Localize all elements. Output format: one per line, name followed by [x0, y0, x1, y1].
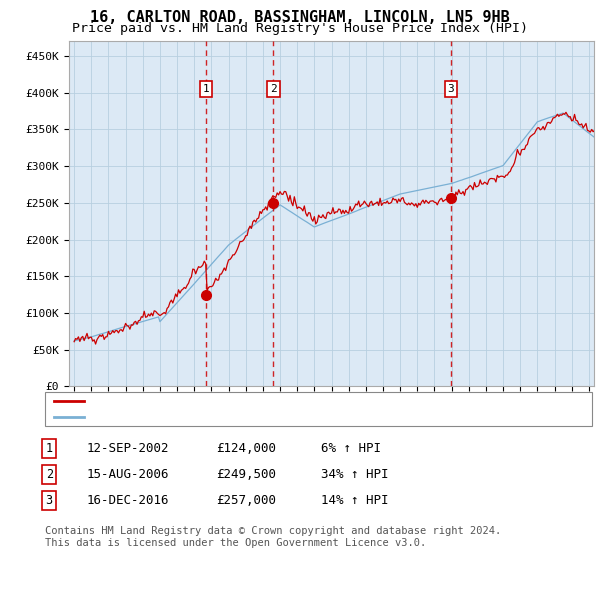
Text: 3: 3 — [46, 494, 53, 507]
Text: 2: 2 — [46, 468, 53, 481]
Text: £257,000: £257,000 — [216, 494, 276, 507]
Text: 2: 2 — [270, 84, 277, 94]
Text: 3: 3 — [448, 84, 454, 94]
Text: Contains HM Land Registry data © Crown copyright and database right 2024.: Contains HM Land Registry data © Crown c… — [45, 526, 501, 536]
Text: £124,000: £124,000 — [216, 442, 276, 455]
Text: 1: 1 — [203, 84, 209, 94]
Text: 12-SEP-2002: 12-SEP-2002 — [87, 442, 170, 455]
Text: 34% ↑ HPI: 34% ↑ HPI — [321, 468, 389, 481]
Text: £249,500: £249,500 — [216, 468, 276, 481]
Text: 16-DEC-2016: 16-DEC-2016 — [87, 494, 170, 507]
Text: 14% ↑ HPI: 14% ↑ HPI — [321, 494, 389, 507]
Text: 1: 1 — [46, 442, 53, 455]
Text: 15-AUG-2006: 15-AUG-2006 — [87, 468, 170, 481]
Text: Price paid vs. HM Land Registry's House Price Index (HPI): Price paid vs. HM Land Registry's House … — [72, 22, 528, 35]
Text: 6% ↑ HPI: 6% ↑ HPI — [321, 442, 381, 455]
Text: 16, CARLTON ROAD, BASSINGHAM, LINCOLN, LN5 9HB (detached house): 16, CARLTON ROAD, BASSINGHAM, LINCOLN, L… — [90, 395, 539, 408]
Text: This data is licensed under the Open Government Licence v3.0.: This data is licensed under the Open Gov… — [45, 538, 426, 548]
Text: 16, CARLTON ROAD, BASSINGHAM, LINCOLN, LN5 9HB: 16, CARLTON ROAD, BASSINGHAM, LINCOLN, L… — [90, 10, 510, 25]
Text: HPI: Average price, detached house, North Kesteven: HPI: Average price, detached house, Nort… — [90, 411, 446, 424]
